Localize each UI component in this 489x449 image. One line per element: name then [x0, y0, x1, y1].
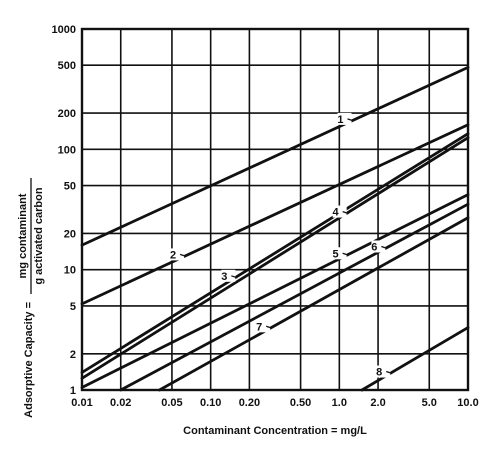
x-tick-label: 0.20 [239, 397, 260, 409]
y-tick-labels: 1 2 5 10 20 50 100 200 500 1000 [52, 24, 76, 397]
y-tick-label: 500 [58, 60, 76, 72]
curve-label-leader [179, 253, 187, 258]
series-line-8 [360, 326, 470, 392]
curve-label-3: 3 [221, 271, 227, 283]
x-tick-label: 5.0 [422, 397, 437, 409]
series-line-7 [158, 216, 470, 392]
series-lines [80, 65, 470, 392]
series-line-3 [80, 132, 470, 374]
curve-label-gap [332, 247, 347, 260]
series-line-2 [80, 123, 470, 306]
y-axis-title-prefix: Adsorptive Capacity = [23, 302, 35, 418]
x-tick-label: 0.05 [161, 397, 182, 409]
series-line-5 [80, 193, 470, 389]
x-tick-label: 0.50 [290, 397, 311, 409]
x-tick-label: 0.02 [110, 397, 131, 409]
curve-label-gap [221, 269, 236, 282]
plot-frame [80, 27, 470, 392]
y-tick-label: 2 [70, 349, 76, 361]
curve-label-2: 2 [170, 249, 176, 261]
curve-label-leader [381, 245, 388, 250]
series-line-4 [80, 136, 470, 380]
x-tick-label: 10.0 [457, 397, 478, 409]
curve-label-gap [256, 320, 271, 333]
y-tick-label: 1000 [52, 24, 76, 36]
curve-label-8: 8 [376, 367, 382, 379]
y-tick-label: 200 [58, 108, 76, 120]
x-tick-label: 0.01 [71, 397, 92, 409]
y-axis-title-denominator: g activated carbon [33, 187, 45, 284]
y-tick-label: 20 [64, 228, 76, 240]
curve-label-leader [386, 370, 393, 375]
curve-label-gap [337, 112, 352, 125]
series-line-6 [119, 202, 470, 392]
series-line-1 [80, 65, 470, 247]
x-tick-label: 1.0 [332, 397, 347, 409]
curve-label-leader [342, 210, 349, 215]
y-tick-label: 100 [58, 144, 76, 156]
curve-label-4: 4 [333, 207, 340, 219]
y-tick-label: 5 [70, 301, 76, 313]
curve-label-leader [231, 275, 238, 279]
curve-labels: 1 2 3 4 5 6 7 8 [170, 112, 393, 379]
curve-label-leader [347, 118, 354, 122]
y-axis-title: Adsorptive Capacity = mg contaminant g a… [17, 178, 45, 418]
x-tick-label: 2.0 [370, 397, 385, 409]
curve-label-leader [265, 325, 273, 329]
curve-label-5: 5 [333, 248, 339, 260]
curve-label-gap [376, 365, 391, 378]
x-tick-labels: 0.01 0.02 0.05 0.10 0.20 0.50 1.0 2.0 5.0 10.0 [71, 397, 478, 409]
y-tick-label: 10 [64, 265, 76, 277]
y-tick-label: 50 [64, 181, 76, 193]
curve-label-7: 7 [256, 321, 262, 333]
curve-label-gap [170, 248, 185, 261]
x-axis-title: Contaminant Concentration = mg/L [183, 425, 367, 437]
curve-label-gap [371, 240, 386, 253]
curve-label-leader [342, 252, 349, 256]
curve-label-gap [332, 205, 347, 218]
y-axis-title-numerator: mg contaminant [17, 193, 29, 278]
x-tick-label: 0.10 [200, 397, 221, 409]
curve-label-1: 1 [337, 114, 343, 126]
curve-label-6: 6 [371, 241, 377, 253]
y-tick-label: 1 [70, 385, 76, 397]
